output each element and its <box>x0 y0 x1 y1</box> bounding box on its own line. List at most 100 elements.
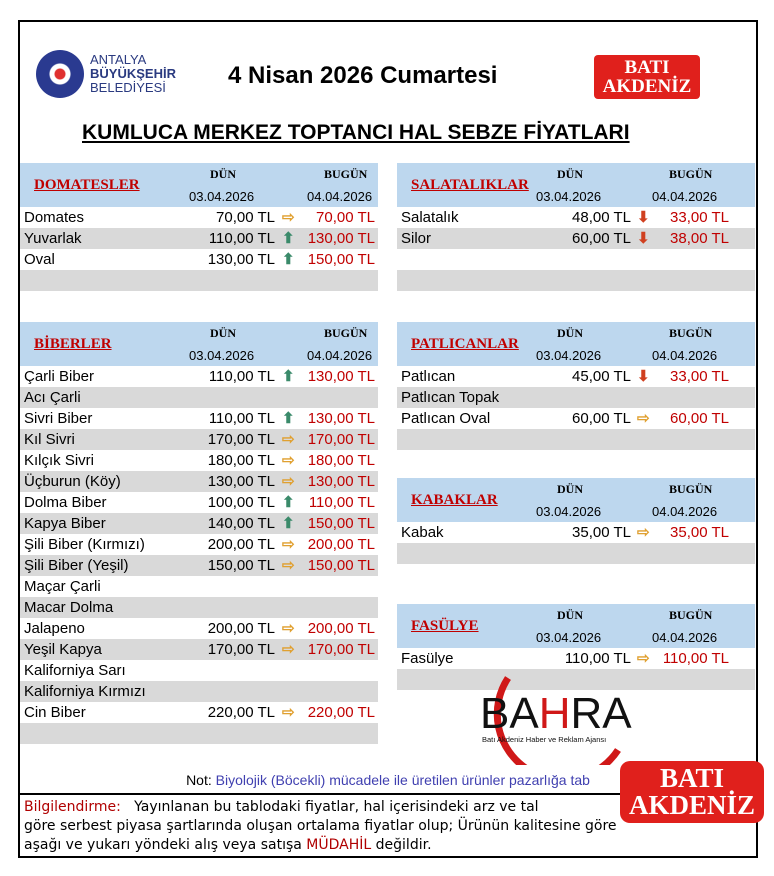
table-row: Kılçık Sivri 180,00 TL ⇨ 180,00 TL <box>20 450 378 471</box>
product-name: Dolma Biber <box>24 494 107 511</box>
product-name: Kıl Sivri <box>24 431 75 448</box>
table-row: Dolma Biber 100,00 TL ⬆ 110,00 TL <box>20 492 378 513</box>
yesterday-price: 140,00 TL <box>207 515 275 532</box>
product-name: Kaliforniya Sarı <box>24 662 126 679</box>
trend-up-icon: ⬆ <box>282 410 295 427</box>
trend-same-icon: ⇨ <box>282 431 295 448</box>
bahra-watermark-logo: BAHRA Batı Akdeniz Haber ve Reklam Ajans… <box>480 676 632 765</box>
table-row: Kabak 35,00 TL ⇨ 35,00 TL <box>397 522 755 543</box>
section-header: FASÜLYE DÜN BUGÜN 03.04.2026 04.04.2026 <box>397 604 755 648</box>
product-name: Çarli Biber <box>24 368 95 385</box>
product-name: Yeşil Kapya <box>24 641 102 658</box>
table-row: Patlıcan 45,00 TL ⬇ 33,00 TL <box>397 366 755 387</box>
today-price: 170,00 TL <box>307 431 375 448</box>
today-price: 200,00 TL <box>307 536 375 553</box>
table-row: Kapya Biber 140,00 TL ⬆ 150,00 TL <box>20 513 378 534</box>
table-row: Oval 130,00 TL ⬆ 150,00 TL <box>20 249 378 270</box>
category-title: BİBERLER <box>34 336 112 352</box>
category-title: SALATALIKLAR <box>411 177 529 193</box>
product-name: Sivri Biber <box>24 410 93 427</box>
yesterday-price: 170,00 TL <box>207 431 275 448</box>
table-row: Acı Çarli <box>20 387 378 408</box>
product-name: Jalapeno <box>24 620 85 637</box>
trend-up-icon: ⬆ <box>282 230 295 247</box>
product-name: Acı Çarli <box>24 389 81 406</box>
product-name: Kapya Biber <box>24 515 106 532</box>
today-price: 33,00 TL <box>670 368 729 385</box>
trend-same-icon: ⇨ <box>637 650 650 667</box>
section-salataliklar: SALATALIKLAR DÜN BUGÜN 03.04.2026 04.04.… <box>397 163 755 291</box>
trend-same-icon: ⇨ <box>282 473 295 490</box>
today-label: BUGÜN <box>669 482 713 496</box>
yesterday-price: 200,00 TL <box>207 620 275 637</box>
trend-up-icon: ⬆ <box>282 251 295 268</box>
category-title: DOMATESLER <box>34 177 140 193</box>
table-row: Silor 60,00 TL ⬇ 38,00 TL <box>397 228 755 249</box>
yesterday-price: 220,00 TL <box>207 704 275 721</box>
product-name: Yuvarlak <box>24 230 82 247</box>
today-price: 200,00 TL <box>307 620 375 637</box>
yesterday-price: 35,00 TL <box>572 524 631 541</box>
yesterday-price: 130,00 TL <box>207 473 275 490</box>
trend-down-icon: ⬇ <box>637 209 650 226</box>
trend-same-icon: ⇨ <box>282 641 295 658</box>
trend-up-icon: ⬆ <box>282 368 295 385</box>
table-row: Maçar Çarli <box>20 576 378 597</box>
yesterday-price: 110,00 TL <box>564 650 631 667</box>
table-row: Üçburun (Köy) 130,00 TL ⇨ 130,00 TL <box>20 471 378 492</box>
section-header: BİBERLER DÜN BUGÜN 03.04.2026 04.04.2026 <box>20 322 378 366</box>
yesterday-price: 130,00 TL <box>207 251 275 268</box>
section-header: PATLICANLAR DÜN BUGÜN 03.04.2026 04.04.2… <box>397 322 755 366</box>
today-date: 04.04.2026 <box>307 189 373 204</box>
table-row: Çarli Biber 110,00 TL ⬆ 130,00 TL <box>20 366 378 387</box>
yesterday-price: 170,00 TL <box>207 641 275 658</box>
today-price: 220,00 TL <box>307 704 375 721</box>
section-header: DOMATESLER DÜN BUGÜN 03.04.2026 04.04.20… <box>20 163 378 207</box>
section-bi̇berler: BİBERLER DÜN BUGÜN 03.04.2026 04.04.2026… <box>20 322 378 765</box>
table-row: Fasülye 110,00 TL ⇨ 110,00 TL <box>397 648 755 669</box>
table-row <box>397 543 755 564</box>
trend-down-icon: ⬇ <box>637 368 650 385</box>
yesterday-price: 110,00 TL <box>208 230 275 247</box>
bati-akdeniz-watermark: BATI AKDENİZ <box>620 761 764 823</box>
category-title: KABAKLAR <box>411 492 498 508</box>
today-price: 33,00 TL <box>670 209 729 226</box>
yesterday-date: 03.04.2026 <box>536 348 602 363</box>
table-row: Cin Biber 220,00 TL ⇨ 220,00 TL <box>20 702 378 723</box>
antalya-municipality-logo: ANTALYA BÜYÜKŞEHİR BELEDİYESİ <box>36 50 176 98</box>
section-domatesler: DOMATESLER DÜN BUGÜN 03.04.2026 04.04.20… <box>20 163 378 291</box>
table-row <box>20 744 378 765</box>
yesterday-label: DÜN <box>210 167 236 181</box>
yesterday-label: DÜN <box>557 326 583 340</box>
today-price: 35,00 TL <box>670 524 729 541</box>
yesterday-label: DÜN <box>557 167 583 181</box>
table-row <box>397 429 755 450</box>
logo-line: BÜYÜKŞEHİR <box>90 66 176 81</box>
yesterday-date: 03.04.2026 <box>189 348 255 363</box>
today-price: 150,00 TL <box>307 251 375 268</box>
page-title: KUMLUCA MERKEZ TOPTANCI HAL SEBZE FİYATL… <box>82 121 630 144</box>
yesterday-price: 150,00 TL <box>207 557 275 574</box>
today-price: 110,00 TL <box>308 494 375 511</box>
table-row: Şili Biber (Yeşil) 150,00 TL ⇨ 150,00 TL <box>20 555 378 576</box>
today-price: 60,00 TL <box>670 410 729 427</box>
product-name: Salatalık <box>401 209 459 226</box>
section-header: KABAKLAR DÜN BUGÜN 03.04.2026 04.04.2026 <box>397 478 755 522</box>
yesterday-price: 110,00 TL <box>208 368 275 385</box>
product-name: Patlıcan Topak <box>401 389 500 406</box>
today-price: 130,00 TL <box>307 230 375 247</box>
today-price: 180,00 TL <box>307 452 375 469</box>
product-name: Şili Biber (Kırmızı) <box>24 536 145 553</box>
yesterday-date: 03.04.2026 <box>536 189 602 204</box>
today-price: 38,00 TL <box>670 230 729 247</box>
today-price: 110,00 TL <box>662 650 729 667</box>
yesterday-price: 48,00 TL <box>572 209 631 226</box>
trend-same-icon: ⇨ <box>637 524 650 541</box>
today-price: 150,00 TL <box>307 557 375 574</box>
product-name: Şili Biber (Yeşil) <box>24 557 129 574</box>
section-kabaklar: KABAKLAR DÜN BUGÜN 03.04.2026 04.04.2026… <box>397 478 755 564</box>
today-date: 04.04.2026 <box>652 189 718 204</box>
table-row <box>397 270 755 291</box>
trend-up-icon: ⬆ <box>282 494 295 511</box>
today-price: 170,00 TL <box>307 641 375 658</box>
